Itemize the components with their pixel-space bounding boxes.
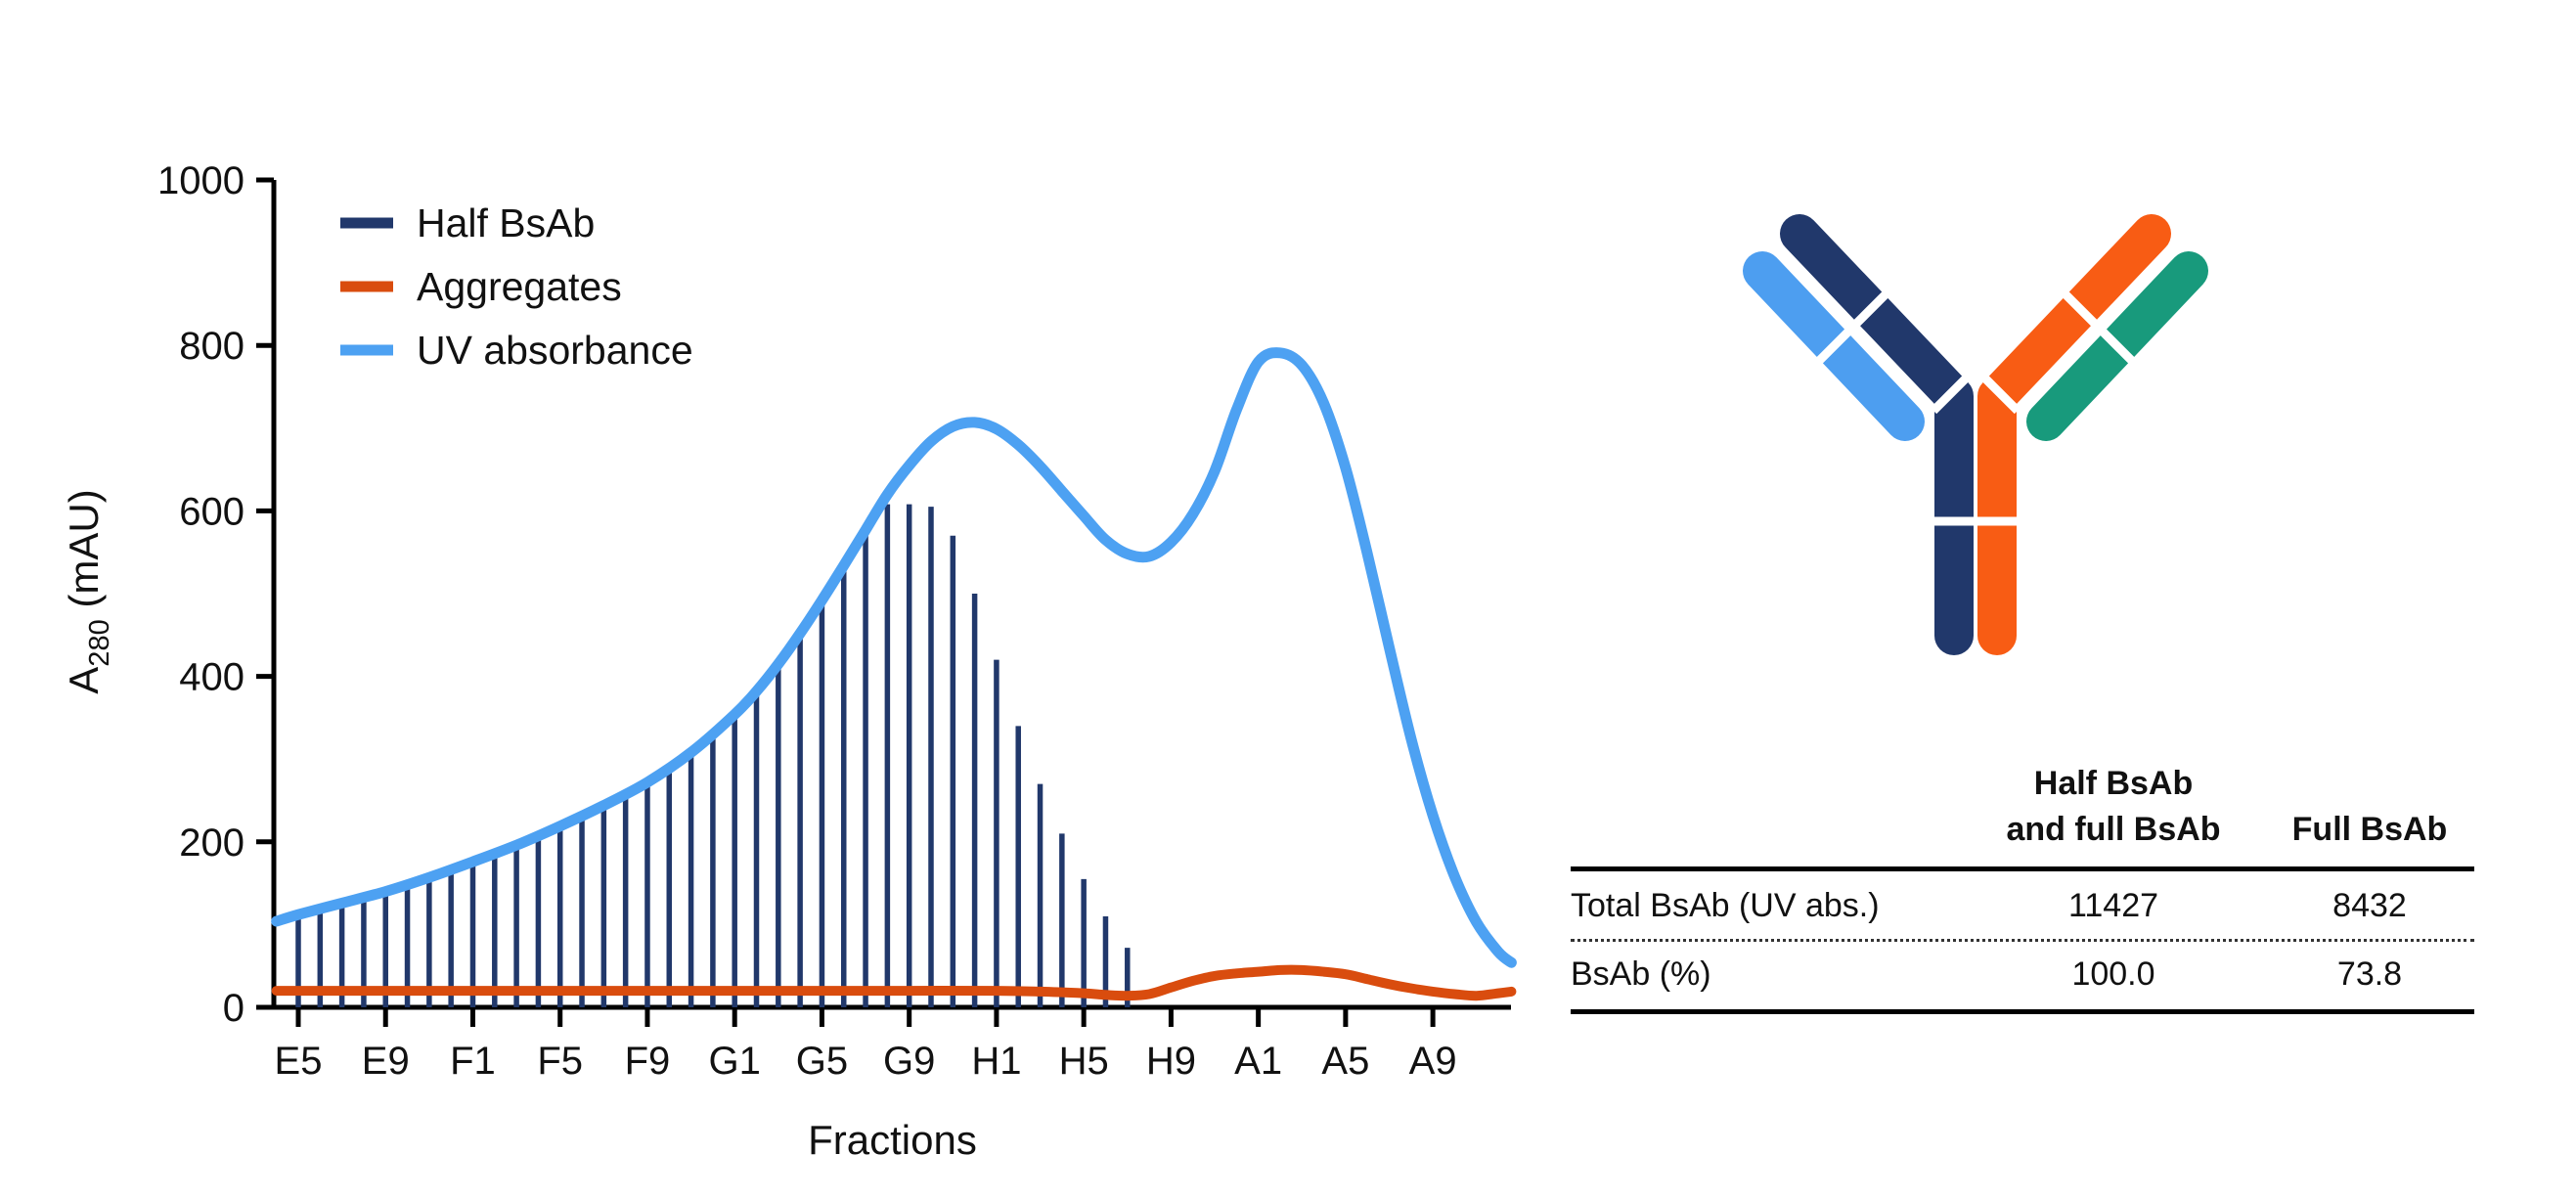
y-tick-label: 400 bbox=[179, 656, 244, 699]
value-total-half-and-full: 11427 bbox=[2067, 886, 2159, 924]
x-tick-label: E5 bbox=[275, 1040, 323, 1083]
value-percent-full: 73.8 bbox=[2336, 955, 2403, 993]
x-tick-label: A1 bbox=[1234, 1040, 1282, 1083]
domain-gaps bbox=[1812, 288, 2139, 526]
table-row: Total BsAb (UV abs.) 11427 8432 bbox=[1571, 871, 2474, 942]
y-tick-label: 800 bbox=[179, 325, 244, 368]
results-table: Half BsAb and full BsAb Full BsAb Total … bbox=[1571, 761, 2474, 1014]
x-tick-label: F9 bbox=[625, 1040, 671, 1083]
series-uv-absorbance-line bbox=[271, 347, 1517, 968]
value-total-full: 8432 bbox=[2332, 886, 2407, 924]
y-tick-label: 600 bbox=[179, 490, 244, 533]
x-tick-label: H9 bbox=[1146, 1040, 1196, 1083]
chart-legend: Half BsAb Aggregates UV absorbance bbox=[340, 200, 693, 373]
y-tick-label: 1000 bbox=[157, 159, 244, 202]
y-tick-label: 200 bbox=[179, 822, 244, 865]
legend-label-uv_absorbance: UV absorbance bbox=[417, 328, 693, 373]
x-tick-label: A9 bbox=[1409, 1040, 1457, 1083]
antibody-diagram bbox=[1743, 214, 2208, 655]
y-axis-ticks: 0 200 400 600 800 1000 bbox=[157, 159, 274, 1030]
x-tick-label: H5 bbox=[1059, 1040, 1109, 1083]
x-tick-label: F1 bbox=[450, 1040, 496, 1083]
x-tick-label: G9 bbox=[883, 1040, 935, 1083]
column-header-line2: and full BsAb bbox=[2006, 810, 2221, 848]
x-axis-ticks: E5 E9 F1 F5 F9 G1 G5 G9 H1 H5 H9 A1 A5 A9 bbox=[275, 1007, 1457, 1083]
legend-label-half_bsab: Half BsAb bbox=[417, 200, 595, 245]
x-tick-label: A5 bbox=[1321, 1040, 1369, 1083]
value-percent-half-and-full: 100.0 bbox=[2071, 955, 2155, 993]
column-header-line1: Half BsAb bbox=[2033, 765, 2194, 802]
x-tick-label: G1 bbox=[709, 1040, 761, 1083]
legend-label-aggregates: Aggregates bbox=[417, 264, 622, 309]
series-aggregates-line bbox=[271, 964, 1517, 1001]
column-header-full-bsab: Full BsAb bbox=[2265, 807, 2474, 853]
x-axis-title: Fractions bbox=[808, 1117, 977, 1163]
column-header-line: Full BsAb bbox=[2291, 810, 2448, 848]
row-label-total-bsab: Total BsAb (UV abs.) bbox=[1571, 886, 1880, 924]
x-tick-label: G5 bbox=[796, 1040, 848, 1083]
heavy-chain-right bbox=[1977, 214, 2171, 655]
heavy-chain-left bbox=[1780, 214, 1974, 655]
chromatogram-chart: 0 200 400 600 800 1000 E5 E9 F1 F5 F9 G1 G5 G9 H1 H5 H9 A… bbox=[61, 159, 1517, 1163]
column-header-half-and-full-bsab: Half BsAb and full BsAb bbox=[1962, 761, 2265, 853]
row-label-bsab-percent: BsAb (%) bbox=[1571, 955, 1711, 993]
x-tick-label: H1 bbox=[971, 1040, 1021, 1083]
x-tick-label: E9 bbox=[362, 1040, 410, 1083]
axes bbox=[271, 180, 1511, 1010]
table-header-row: Half BsAb and full BsAb Full BsAb bbox=[1571, 761, 2474, 871]
y-axis-title: A280 (mAU) bbox=[61, 489, 115, 693]
x-tick-label: F5 bbox=[537, 1040, 583, 1083]
y-tick-label: 0 bbox=[223, 987, 244, 1030]
series-half-bsab-bars bbox=[295, 504, 1131, 1007]
table-row: BsAb (%) 100.0 73.8 bbox=[1571, 942, 2474, 1014]
